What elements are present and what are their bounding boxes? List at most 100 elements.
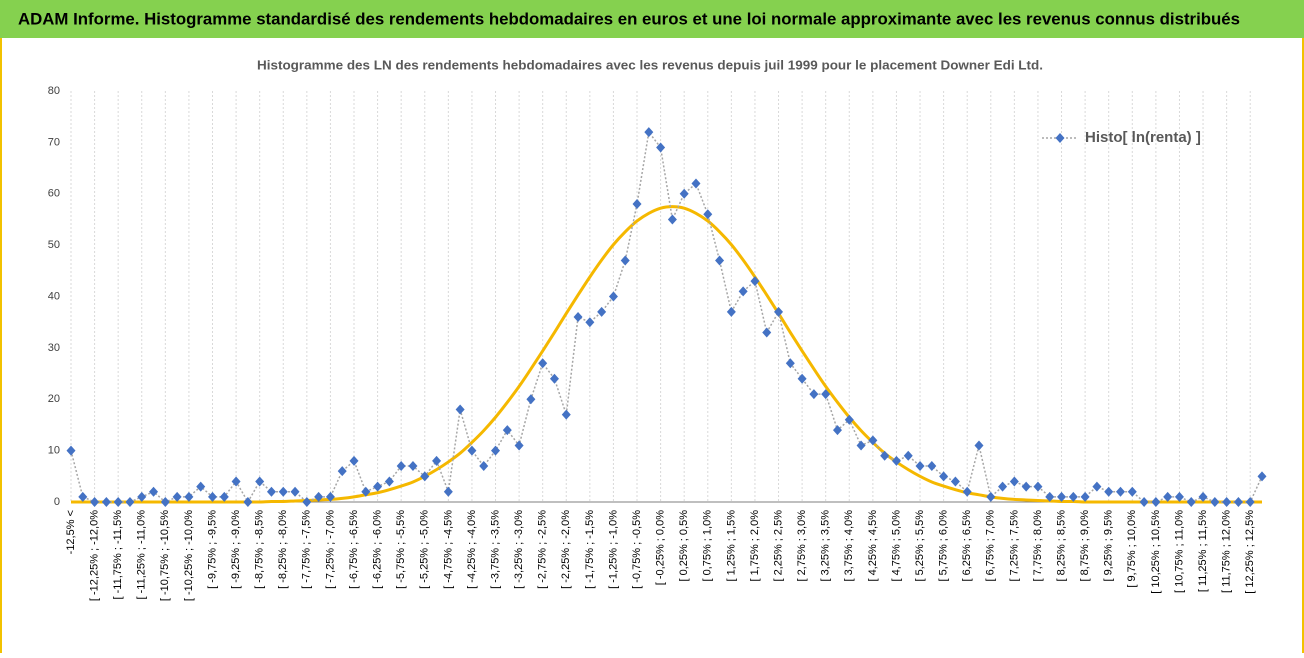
data-point xyxy=(66,445,76,456)
data-point xyxy=(797,373,807,384)
data-point xyxy=(1092,481,1102,492)
x-tick-label: [ 11,75% ; 12,0% xyxy=(1221,510,1233,593)
data-point xyxy=(1210,497,1220,507)
x-tick-label: [ -2,25% ; -2,0% xyxy=(560,510,572,589)
y-tick-label: 30 xyxy=(48,342,60,354)
x-tick-label: [ -5,25% ; -5,0% xyxy=(419,510,431,589)
data-point xyxy=(384,476,394,487)
x-tick-label: [ -12,25% ; -12,0% xyxy=(88,510,100,601)
x-tick-label: [ -9,25% ; -9,0% xyxy=(230,510,242,589)
data-point xyxy=(396,461,406,472)
x-tick-label: [ -0,25% ; 0,0% xyxy=(655,510,667,585)
x-tick-label: [ -4,75% ; -4,5% xyxy=(442,510,454,589)
data-point xyxy=(974,440,984,451)
data-point xyxy=(998,481,1008,492)
x-tick-label: [ 7,75% ; 8,0% xyxy=(1032,510,1044,582)
data-point xyxy=(868,435,878,446)
x-tick-label: [ -0,75% ; -0,5% xyxy=(631,510,643,589)
data-point xyxy=(113,497,123,507)
y-tick-label: 70 xyxy=(48,136,60,148)
x-tick-label: [ 3,25% ; 3,5% xyxy=(820,510,832,582)
x-tick-label: [ 9,25% ; 9,5% xyxy=(1103,510,1115,582)
data-point xyxy=(314,491,324,502)
data-point xyxy=(915,461,925,472)
data-point xyxy=(549,373,559,384)
x-tick-label: [ 1,25% ; 1,5% xyxy=(725,510,737,582)
x-tick-label: [ -5,75% ; -5,5% xyxy=(395,510,407,589)
data-point xyxy=(337,466,347,477)
data-point xyxy=(950,476,960,487)
data-point xyxy=(408,461,418,472)
data-point xyxy=(302,497,312,507)
data-point xyxy=(137,491,147,502)
data-point xyxy=(679,188,689,199)
data-point xyxy=(1186,497,1196,507)
data-point xyxy=(632,199,642,210)
data-point xyxy=(467,445,477,456)
x-tick-label: [ 6,75% ; 7,0% xyxy=(985,510,997,582)
data-point xyxy=(608,291,618,302)
x-tick-label: [ 5,75% ; 6,0% xyxy=(938,510,950,582)
data-point xyxy=(160,497,170,507)
data-point xyxy=(738,286,748,297)
data-point xyxy=(585,317,595,328)
data-point xyxy=(656,142,666,153)
x-tick-label: [ -1,25% ; -1,0% xyxy=(607,510,619,589)
data-point xyxy=(1233,497,1243,507)
data-point xyxy=(443,486,453,497)
x-tick-label: [ 9,75% ; 10,0% xyxy=(1126,510,1138,588)
data-point xyxy=(172,491,182,502)
data-point xyxy=(1021,481,1031,492)
data-point xyxy=(1174,491,1184,502)
data-point xyxy=(1222,497,1232,507)
data-point xyxy=(962,486,972,497)
data-point xyxy=(526,394,536,405)
x-tick-label: [ 8,25% ; 8,5% xyxy=(1055,510,1067,582)
data-point xyxy=(1163,491,1173,502)
data-point xyxy=(561,409,571,420)
data-point xyxy=(219,491,229,502)
data-point xyxy=(432,455,442,466)
data-point xyxy=(644,127,654,138)
data-point xyxy=(1115,486,1125,497)
data-point xyxy=(986,491,996,502)
data-point xyxy=(349,455,359,466)
data-point xyxy=(1245,497,1255,507)
data-point xyxy=(1057,491,1067,502)
x-tick-label: [ 5,25% ; 5,5% xyxy=(914,510,926,582)
data-point xyxy=(479,461,489,472)
data-point xyxy=(196,481,206,492)
x-tick-label: [ -9,75% ; -9,5% xyxy=(206,510,218,589)
data-point xyxy=(1139,497,1149,507)
x-tick-label: [ -11,25% ; -11,0% xyxy=(136,510,148,600)
data-point xyxy=(844,414,854,425)
data-point xyxy=(750,276,760,287)
data-point xyxy=(774,306,784,317)
x-tick-label: [ -8,25% ; -8,0% xyxy=(277,510,289,589)
page-title: ADAM Informe. Histogramme standardisé de… xyxy=(18,9,1240,28)
x-tick-label: [ 2,25% ; 2,5% xyxy=(772,510,784,582)
x-tick-label: [ -8,75% ; -8,5% xyxy=(254,510,266,589)
x-tick-label: [ 8,75% ; 9,0% xyxy=(1079,510,1091,582)
x-tick-label: [ -10,75% ; -10,5% xyxy=(159,510,171,601)
y-tick-label: 10 xyxy=(48,445,60,457)
data-point xyxy=(1045,491,1055,502)
data-point xyxy=(514,440,524,451)
y-tick-label: 50 xyxy=(48,239,60,251)
data-point xyxy=(715,255,725,266)
x-tick-label: [ 3,75% ; 4,0% xyxy=(843,510,855,582)
data-point xyxy=(1127,486,1137,497)
data-point xyxy=(361,486,371,497)
data-point xyxy=(243,497,253,507)
data-point xyxy=(149,486,159,497)
data-point xyxy=(420,471,430,482)
data-point xyxy=(726,306,736,317)
data-point xyxy=(1068,491,1078,502)
data-point xyxy=(762,327,772,338)
data-point xyxy=(278,486,288,497)
data-point xyxy=(266,486,276,497)
data-point xyxy=(373,481,383,492)
data-point xyxy=(1151,497,1161,507)
